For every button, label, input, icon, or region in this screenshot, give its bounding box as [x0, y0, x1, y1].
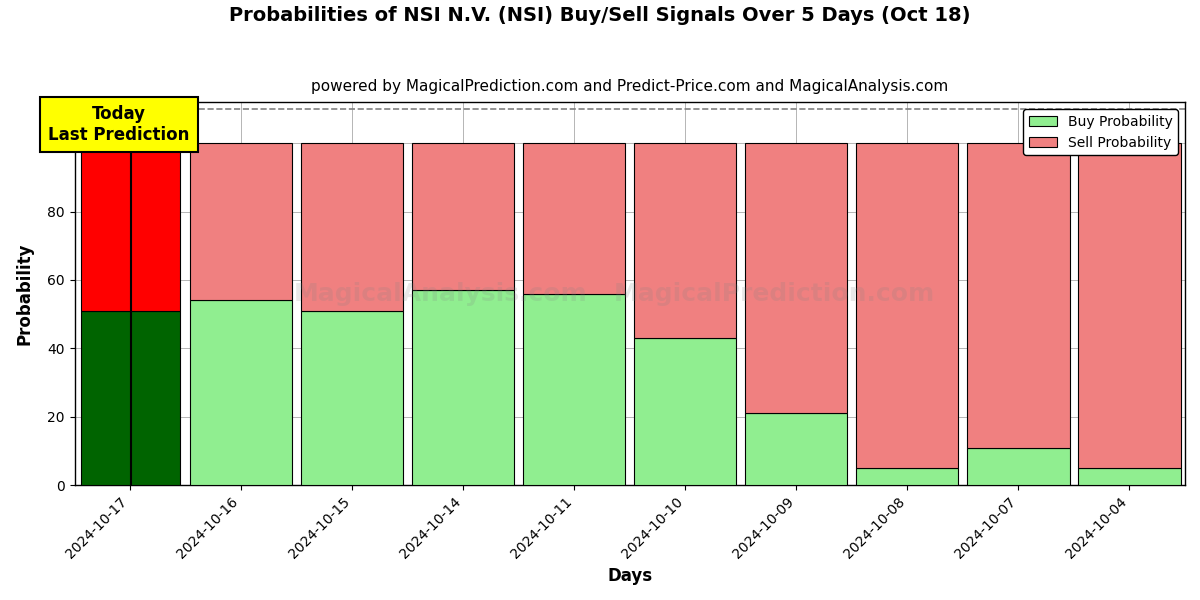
Bar [745, 413, 847, 485]
Y-axis label: Probability: Probability [16, 242, 34, 345]
Bar [412, 290, 515, 485]
Bar [80, 311, 130, 485]
Bar [412, 143, 515, 290]
Bar [967, 143, 1069, 448]
Text: MagicalPrediction.com: MagicalPrediction.com [613, 281, 935, 305]
Bar [190, 143, 293, 301]
Bar [301, 311, 403, 485]
Text: Today
Last Prediction: Today Last Prediction [48, 105, 190, 144]
Bar [523, 143, 625, 293]
Title: powered by MagicalPrediction.com and Predict-Price.com and MagicalAnalysis.com: powered by MagicalPrediction.com and Pre… [311, 79, 948, 94]
Bar [301, 143, 403, 311]
Bar [857, 468, 959, 485]
Bar [1079, 468, 1181, 485]
Bar [131, 311, 180, 485]
Bar [635, 338, 737, 485]
Text: MagicalAnalysis.com: MagicalAnalysis.com [294, 281, 588, 305]
X-axis label: Days: Days [607, 567, 653, 585]
Bar [745, 143, 847, 413]
Bar [857, 143, 959, 468]
Bar [80, 143, 130, 311]
Bar [190, 301, 293, 485]
Bar [635, 143, 737, 338]
Legend: Buy Probability, Sell Probability: Buy Probability, Sell Probability [1024, 109, 1178, 155]
Bar [131, 143, 180, 311]
Bar [967, 448, 1069, 485]
Bar [1079, 143, 1181, 468]
Bar [523, 293, 625, 485]
Text: Probabilities of NSI N.V. (NSI) Buy/Sell Signals Over 5 Days (Oct 18): Probabilities of NSI N.V. (NSI) Buy/Sell… [229, 6, 971, 25]
